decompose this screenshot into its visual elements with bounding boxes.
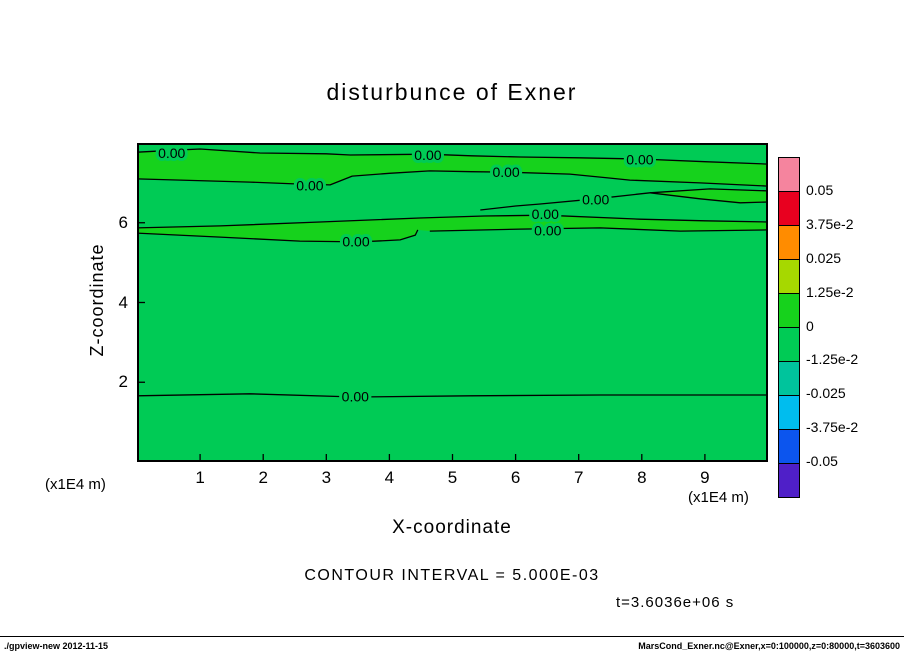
contour-label: 0.00 — [158, 145, 185, 161]
contour-label: 0.00 — [342, 389, 369, 405]
contour-label: 0.00 — [296, 178, 323, 194]
y-tick-label: 6 — [118, 212, 128, 232]
y-tick-label: 2 — [118, 372, 128, 392]
chart-title: disturbunce of Exner — [326, 79, 578, 105]
plot-fill — [137, 143, 768, 462]
colorbar-tick-label: -0.025 — [806, 385, 846, 402]
zero-contour-line — [429, 227, 769, 232]
colorbar-tick-label: -3.75e-2 — [806, 419, 859, 436]
colorbar-tick-label: 0.025 — [806, 249, 842, 266]
colorbar — [778, 157, 800, 498]
x-tick-label: 8 — [637, 468, 647, 487]
contour-label: 0.00 — [342, 234, 369, 250]
contour-band — [650, 188, 768, 203]
y-axis-unit: (x1E4 m) — [45, 476, 106, 493]
colorbar-segment — [779, 463, 799, 497]
colorbar-segment — [779, 395, 799, 429]
colorbar-segment — [779, 158, 799, 191]
colorbar-segment — [779, 361, 799, 395]
zero-contour-line — [649, 192, 769, 204]
zero-contour-line — [136, 393, 768, 398]
x-axis-label: X-coordinate — [392, 517, 512, 538]
colorbar-tick-label: -0.05 — [806, 453, 838, 470]
x-axis-unit: (x1E4 m) — [688, 489, 749, 506]
y-tick-label: 4 — [118, 292, 128, 312]
colorbar-segment — [779, 259, 799, 293]
colorbar-tick-label: 0 — [806, 317, 814, 334]
contour-band — [137, 215, 768, 242]
x-tick-label: 4 — [384, 468, 395, 487]
zero-contour-line — [136, 214, 769, 229]
x-tick-label: 6 — [510, 468, 521, 487]
x-tick-label: 9 — [700, 468, 710, 487]
zero-contour-line — [136, 148, 769, 165]
footer-divider — [0, 636, 904, 637]
x-tick-label: 7 — [573, 468, 584, 487]
colorbar-tick-label: 3.75e-2 — [806, 215, 854, 232]
zero-contour-line — [136, 170, 769, 187]
contour-label: 0.00 — [532, 206, 559, 222]
x-tick-label: 5 — [447, 468, 458, 487]
contour-label: 0.00 — [582, 192, 609, 208]
x-tick-label: 2 — [258, 468, 268, 487]
plot-frame — [137, 143, 768, 462]
contour-label: 0.00 — [626, 152, 653, 168]
contour-label: 0.00 — [492, 164, 519, 180]
zero-contour-line — [136, 229, 419, 243]
contour-plot-svg: 0.00 0.00 0.000.000.000.000.000.000.000.00 — [136, 142, 769, 462]
colorbar-tick-label: -1.25e-2 — [806, 351, 859, 368]
plot-area: 0.00 0.00 0.00 0.00 0.00 0.00 0.00 0.00 0.00 0.00 — [136, 142, 769, 462]
colorbar-tick-label: 0.05 — [806, 181, 834, 198]
contour-label: 0.00 — [414, 147, 441, 163]
footer-command-text: ./gpview-new 2012-11-15 — [4, 641, 109, 651]
contour-band — [137, 149, 768, 187]
colorbar-segment — [779, 191, 799, 225]
colorbar-segment — [779, 293, 799, 327]
x-tick-label: 3 — [321, 468, 332, 487]
timestamp-text: t=3.6036e+06 s — [616, 594, 735, 611]
contour-interval-text: CONTOUR INTERVAL = 5.000E-03 — [304, 567, 600, 584]
x-tick-label: 1 — [195, 468, 205, 487]
contour-label: 0.00 — [534, 223, 561, 239]
colorbar-tick-label: 1.25e-2 — [806, 283, 854, 300]
colorbar-segment — [779, 225, 799, 259]
footer-datasource-text: MarsCond_Exner.nc@Exner,x=0:100000,z=0:8… — [638, 641, 900, 651]
zero-contour-line — [480, 188, 769, 211]
colorbar-segment — [779, 327, 799, 361]
colorbar-segment — [779, 429, 799, 463]
